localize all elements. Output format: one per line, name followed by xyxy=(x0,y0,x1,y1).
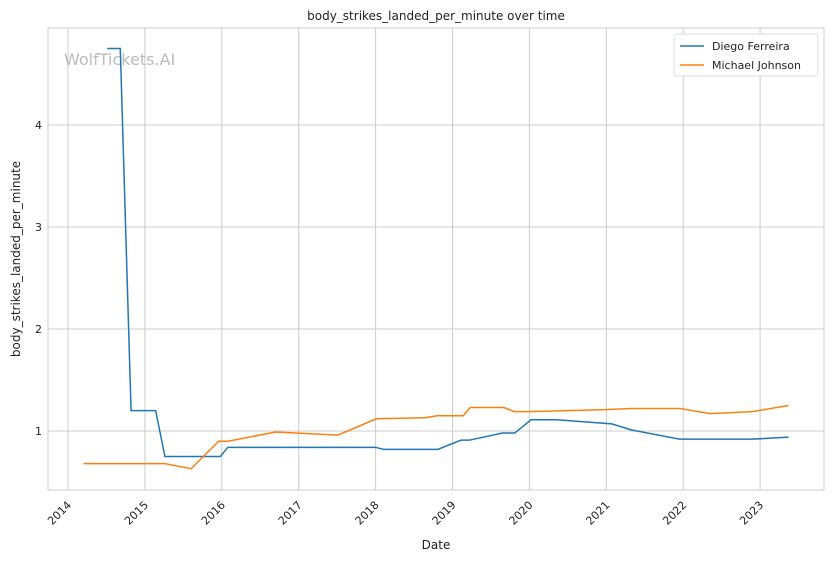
x-tick-label: 2021 xyxy=(583,499,612,528)
y-tick-label: 3 xyxy=(35,221,42,234)
x-tick-label: 2017 xyxy=(276,499,305,528)
x-tick-label: 2020 xyxy=(507,499,536,528)
y-tick-label: 2 xyxy=(35,323,42,336)
x-tick-label: 2016 xyxy=(199,499,228,528)
x-axis-label: Date xyxy=(422,538,451,552)
y-axis-label: body_strikes_landed_per_minute xyxy=(9,161,23,357)
plot-frame xyxy=(47,27,825,491)
x-tick-label: 2019 xyxy=(430,499,459,528)
legend-label: Diego Ferreira xyxy=(712,40,790,53)
x-tick-label: 2015 xyxy=(122,499,151,528)
x-tick-label: 2018 xyxy=(353,499,382,528)
legend xyxy=(673,33,819,77)
x-tick-label: 2023 xyxy=(737,499,766,528)
legend-label: Michael Johnson xyxy=(712,59,801,72)
y-tick-label: 1 xyxy=(35,425,42,438)
series-line xyxy=(83,404,789,470)
series-line xyxy=(107,47,789,458)
x-tick-label: 2014 xyxy=(45,499,74,528)
x-tick-label: 2022 xyxy=(660,499,689,528)
chart-title: body_strikes_landed_per_minute over time xyxy=(307,9,565,23)
y-tick-label: 4 xyxy=(35,119,42,132)
watermark: WolfTickets.AI xyxy=(64,50,175,69)
